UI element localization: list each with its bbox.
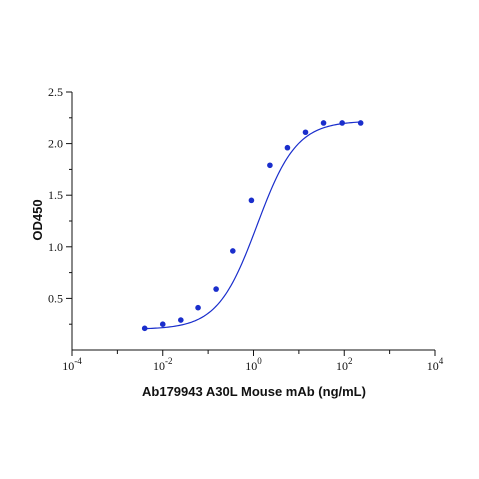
- data-point: [248, 197, 255, 204]
- y-tick-label: 2.5: [48, 85, 63, 99]
- data-point: [357, 120, 364, 126]
- x-tick-label: 10-4: [62, 356, 82, 373]
- x-tick-label: 10-2: [153, 356, 173, 373]
- y-axis-label: OD450: [30, 199, 45, 240]
- data-points-layer: [141, 120, 364, 332]
- data-point: [267, 162, 273, 169]
- data-point: [339, 120, 345, 126]
- fit-curve-layer: [144, 121, 361, 330]
- y-tick-label: 2.0: [48, 137, 63, 151]
- data-point: [159, 321, 166, 328]
- data-point: [284, 144, 291, 151]
- data-point: [195, 304, 201, 311]
- data-point: [302, 129, 309, 136]
- x-axis-label: Ab179943 A30L Mouse mAb (ng/mL): [142, 384, 366, 399]
- data-point: [230, 248, 236, 254]
- y-axis: 0.5 1.0 1.5 2.0 2.5: [48, 85, 73, 350]
- fit-curve: [144, 121, 361, 330]
- x-tick-label: 104: [427, 356, 444, 373]
- y-tick-label: 0.5: [48, 291, 63, 305]
- data-point: [141, 325, 148, 332]
- y-tick-label: 1.5: [48, 188, 63, 202]
- data-point: [178, 317, 184, 323]
- y-tick-label: 1.0: [48, 240, 63, 254]
- x-tick-label: 102: [336, 356, 353, 373]
- x-tick-label: 100: [245, 356, 262, 373]
- data-point: [213, 286, 219, 292]
- x-axis: 10-4 10-2 100 102 104: [62, 349, 444, 373]
- data-point: [320, 120, 327, 126]
